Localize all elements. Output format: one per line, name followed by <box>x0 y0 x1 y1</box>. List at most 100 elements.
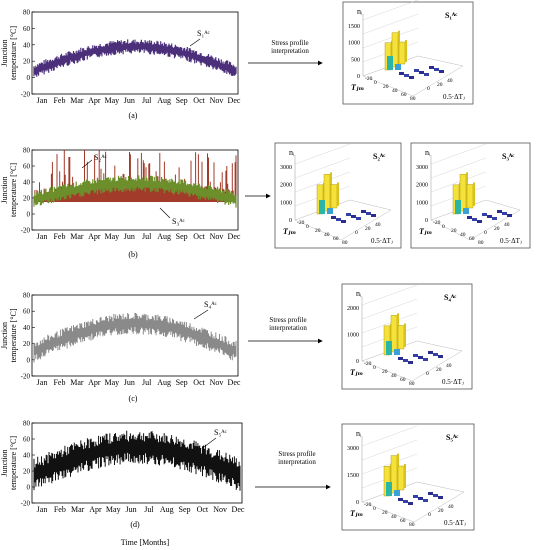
tjm-tick-label: 40 <box>460 232 466 238</box>
series-label: S₃ᴬᶜ <box>172 217 185 226</box>
wall-gridline <box>361 298 418 320</box>
floor-cell <box>419 71 424 74</box>
wall-gridline <box>294 171 351 193</box>
wall-gridline <box>361 439 418 461</box>
month-label: Feb <box>53 378 65 387</box>
tjm-axis-label: Tⱼₘ <box>350 509 363 518</box>
z-axis-label: nᵢ <box>356 289 362 298</box>
z-tick-label: 0 <box>357 74 360 80</box>
histogram-panel-4: nᵢ200010000S₄ᴬᶜTⱼₘ0.5·ΔTⱼ-20020406080020… <box>341 283 473 390</box>
plot-frame <box>31 149 239 231</box>
floor-cell <box>428 351 433 354</box>
tjm-tick-label: 60 <box>400 377 406 383</box>
tjm-tick-label: 20 <box>382 369 388 375</box>
month-label: Sep <box>176 96 188 105</box>
label-pointer <box>193 309 209 320</box>
month-label: Dec <box>228 96 241 105</box>
y-tick-label: 80 <box>23 420 31 428</box>
floor-cell <box>404 74 409 77</box>
tjm-tick-label: 0 <box>373 506 376 512</box>
floor-cell <box>439 70 444 73</box>
floor-cell <box>492 217 497 220</box>
month-label: Sep <box>176 232 188 241</box>
z-axis-label: nᵢ <box>356 429 362 438</box>
month-label: Mar <box>70 232 84 241</box>
series-label: S₄ᴬᶜ <box>204 300 217 309</box>
y-tick-label: 20 <box>23 58 31 66</box>
tjm-tick-label: 80 <box>409 381 415 387</box>
floor-cell <box>507 214 512 217</box>
histogram-bar <box>397 325 405 350</box>
dt-axis-label: 0.5·ΔTⱼ <box>444 519 466 527</box>
floor-cell <box>433 353 438 356</box>
dt-tick-label: 20 <box>494 226 500 232</box>
histogram-title: S₄ᴬᶜ <box>444 293 456 302</box>
floor-cell <box>403 359 408 362</box>
tjm-tick-label: 40 <box>391 373 397 379</box>
arrow-caption: Stress profile interpretation <box>278 450 316 466</box>
tjm-tick-label: 40 <box>392 88 398 94</box>
histogram-panel-1: nᵢ150010005000S₁ᴬᶜTⱼₘ0.5·ΔTⱼ-20020406080… <box>342 0 474 105</box>
dt-tick-label: 40 <box>504 222 510 228</box>
histogram-bar-side <box>337 182 339 206</box>
month-label: Mar <box>71 505 85 514</box>
month-label: Jul <box>142 232 152 241</box>
floor-cell <box>356 217 361 220</box>
histogram-bar-side <box>404 464 406 488</box>
histogram-bar <box>395 64 401 70</box>
floor-cell <box>336 218 341 221</box>
floor-cell <box>424 73 429 76</box>
y-tick-label: 60 <box>23 25 31 33</box>
floor-cell <box>399 72 404 75</box>
label-pointer <box>203 437 217 448</box>
label-pointer <box>81 159 93 169</box>
dt-tick-label: 0 <box>426 371 429 377</box>
y-tick-label: 40 <box>23 324 31 332</box>
series-s4 <box>33 312 237 363</box>
y-tick-label: 80 <box>23 147 31 155</box>
wall-gridline <box>362 27 419 49</box>
label-pointer <box>159 207 171 219</box>
histogram-bar <box>397 465 405 491</box>
month-label: Jun <box>126 505 137 514</box>
histogram-bar <box>386 341 392 355</box>
z-tick-label: 2000 <box>416 183 428 189</box>
month-label: Oct <box>193 96 205 105</box>
dt-tick-label: 0 <box>427 86 430 92</box>
z-axis-label: nᵢ <box>425 148 431 157</box>
month-label: Oct <box>197 505 209 514</box>
month-label: Dec <box>232 505 245 514</box>
month-label: Jan <box>37 505 48 514</box>
y-tick-label: 0 <box>27 211 31 219</box>
y-tick-label: 40 <box>23 179 31 187</box>
floor-cell <box>428 492 433 495</box>
month-label: Jul <box>144 505 154 514</box>
month-label: Apr <box>88 232 101 241</box>
month-label: Jun <box>124 232 135 241</box>
wall-gridline <box>430 143 487 165</box>
histogram-title: S₃ᴬᶜ <box>502 152 514 161</box>
floor-cell <box>423 358 428 361</box>
z-tick-label: 3000 <box>416 165 428 171</box>
z-tick-label: 3000 <box>280 165 292 171</box>
y-tick-label: 0 <box>27 484 31 492</box>
tjm-tick-label: 80 <box>342 240 348 246</box>
y-axis-label: Junctiontemperature [°C] <box>0 163 18 217</box>
tjm-tick-label: 20 <box>451 228 457 234</box>
y-tick-label: -20 <box>21 500 31 508</box>
tjm-tick-label: 80 <box>409 522 415 528</box>
y-tick-label: -20 <box>21 91 31 99</box>
z-tick-label: 1000 <box>416 200 428 206</box>
month-label: Nov <box>210 232 224 241</box>
histogram-bar <box>319 200 325 214</box>
tjm-tick-label: -20 <box>433 220 441 226</box>
z-tick-label: 0 <box>356 359 359 365</box>
series-label: S₁ᴬᶜ <box>197 29 210 38</box>
dt-tick-label: 0 <box>428 512 431 518</box>
floor-cell <box>477 220 482 223</box>
histogram-bar <box>386 482 392 496</box>
histogram-title: S₁ᴬᶜ <box>445 11 457 20</box>
tjm-tick-label: -20 <box>364 502 372 508</box>
tjm-tick-label: 20 <box>315 228 321 234</box>
